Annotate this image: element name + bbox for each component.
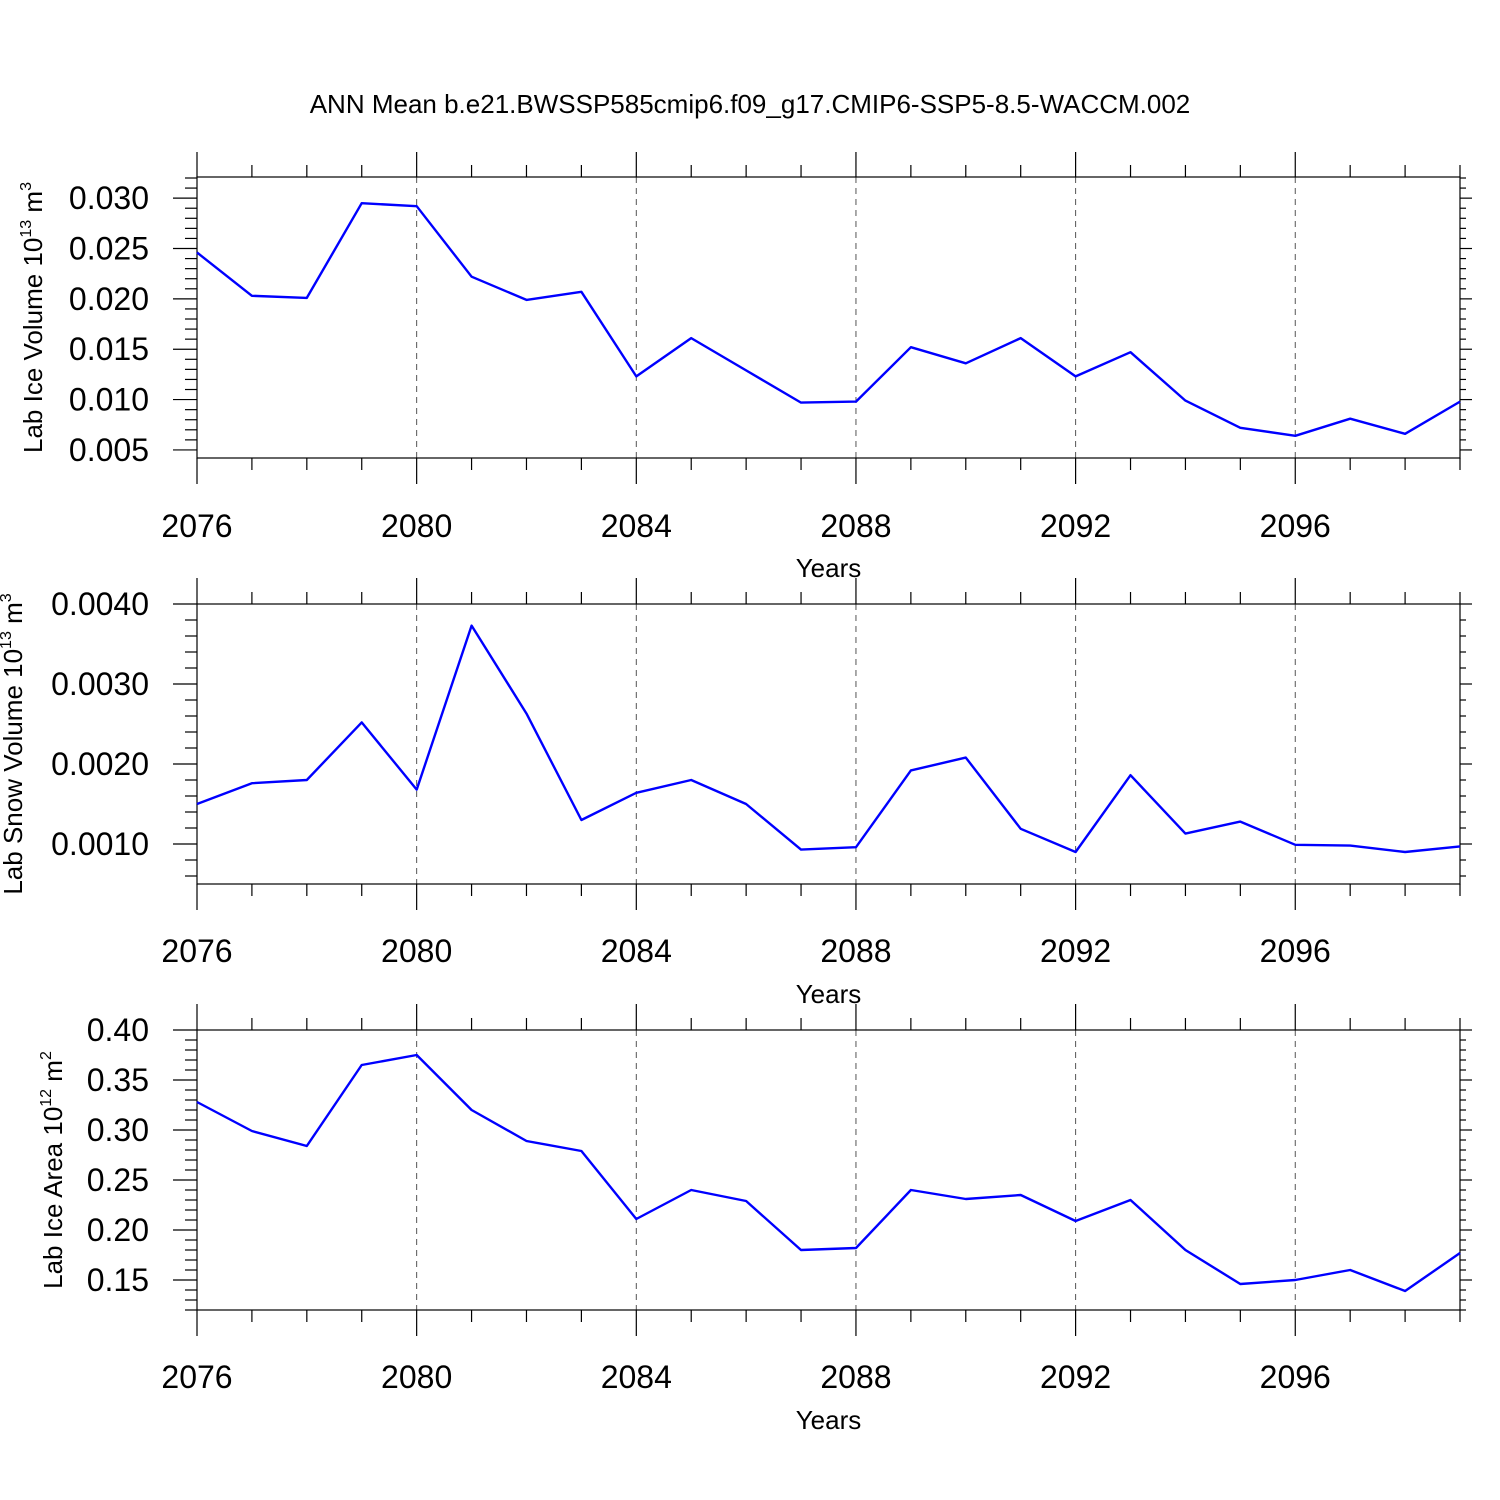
y-axis-title-text: Lab Ice Area 10 xyxy=(38,1107,68,1289)
x-tick-label: 2092 xyxy=(1040,933,1111,969)
y-tick-label: 0.25 xyxy=(87,1162,149,1198)
x-tick-label: 2080 xyxy=(381,933,452,969)
y-tick-label: 0.005 xyxy=(69,432,149,468)
x-tick-label: 2080 xyxy=(381,508,452,544)
y-tick-label: 0.0030 xyxy=(51,666,149,702)
y-axis-title-text: Lab Ice Volume 10 xyxy=(18,238,48,453)
x-tick-label: 2096 xyxy=(1260,508,1331,544)
y-tick-label: 0.30 xyxy=(87,1112,149,1148)
panel-2: 2076 2080 2084 2088 2092 2096 Years 0.0010 0.002… xyxy=(0,578,1472,1009)
x-tick-label: 2096 xyxy=(1260,933,1331,969)
y-axis-title-unit-exponent: 3 xyxy=(0,593,15,602)
y-axis-title: Lab Snow Volume 1013 m3 xyxy=(0,593,28,894)
x-tick-label: 2084 xyxy=(601,933,672,969)
x-tick-label: 2096 xyxy=(1260,1359,1331,1395)
x-tick-label: 2088 xyxy=(820,933,891,969)
y-tick-label: 0.030 xyxy=(69,180,149,216)
y-tick-label: 0.0020 xyxy=(51,746,149,782)
x-tick-label: 2092 xyxy=(1040,508,1111,544)
panel-3: 2076 2080 2084 2088 2092 2096 Years 0.15 0.20 0.2… xyxy=(38,1004,1472,1435)
y-axis-title-exponent: 13 xyxy=(0,631,15,649)
y-tick-label: 0.0010 xyxy=(51,826,149,862)
y-axis-title-text: Lab Snow Volume 10 xyxy=(0,649,28,895)
y-tick-label: 0.020 xyxy=(69,281,149,317)
y-axis-title: Lab Ice Volume 1013 m3 xyxy=(18,182,48,453)
x-axis-title: Years xyxy=(796,979,862,1009)
y-tick-label: 0.15 xyxy=(87,1262,149,1298)
series-line xyxy=(196,201,1461,437)
x-axis-title: Years xyxy=(796,553,862,583)
y-tick-label: 0.025 xyxy=(69,231,149,267)
y-axis-title-unit-exponent: 3 xyxy=(18,182,35,191)
y-tick-label: 0.015 xyxy=(69,331,149,367)
x-tick-label: 2084 xyxy=(601,508,672,544)
y-tick-label: 0.010 xyxy=(69,382,149,418)
series-line xyxy=(196,1053,1461,1293)
x-tick-label: 2076 xyxy=(161,933,232,969)
x-tick-label: 2076 xyxy=(161,1359,232,1395)
y-axis-title-exponent: 13 xyxy=(18,220,35,238)
y-tick-label: 0.35 xyxy=(87,1062,149,1098)
figure-title: ANN Mean b.e21.BWSSP585cmip6.f09_g17.CMI… xyxy=(310,89,1191,119)
y-axis-title-unit-exponent: 2 xyxy=(38,1051,55,1060)
plot-frame xyxy=(196,176,1461,459)
x-axis-title: Years xyxy=(796,1405,862,1435)
y-axis-title-unit: m xyxy=(38,1060,68,1089)
y-tick-label: 0.40 xyxy=(87,1012,149,1048)
x-tick-label: 2088 xyxy=(820,508,891,544)
y-axis-title-unit: m xyxy=(18,191,48,220)
x-tick-label: 2092 xyxy=(1040,1359,1111,1395)
x-tick-label: 2080 xyxy=(381,1359,452,1395)
y-axis-title-exponent: 12 xyxy=(38,1089,55,1107)
panel-1: 2076 2080 2084 2088 2092 2096 Years 0.005 0.010 0… xyxy=(18,152,1472,583)
series-line xyxy=(196,624,1461,854)
y-tick-label: 0.0040 xyxy=(51,586,149,622)
y-tick-label: 0.20 xyxy=(87,1212,149,1248)
panels: 2076 2080 2084 2088 2092 2096 Years 0.005 0.010 0… xyxy=(0,152,1472,1435)
y-axis-title-unit: m xyxy=(0,602,28,631)
x-tick-label: 2088 xyxy=(820,1359,891,1395)
x-tick-label: 2084 xyxy=(601,1359,672,1395)
y-axis-title: Lab Ice Area 1012 m2 xyxy=(38,1051,68,1289)
x-tick-label: 2076 xyxy=(161,508,232,544)
plot-frame xyxy=(196,1029,1461,1311)
plot-frame xyxy=(196,603,1461,885)
